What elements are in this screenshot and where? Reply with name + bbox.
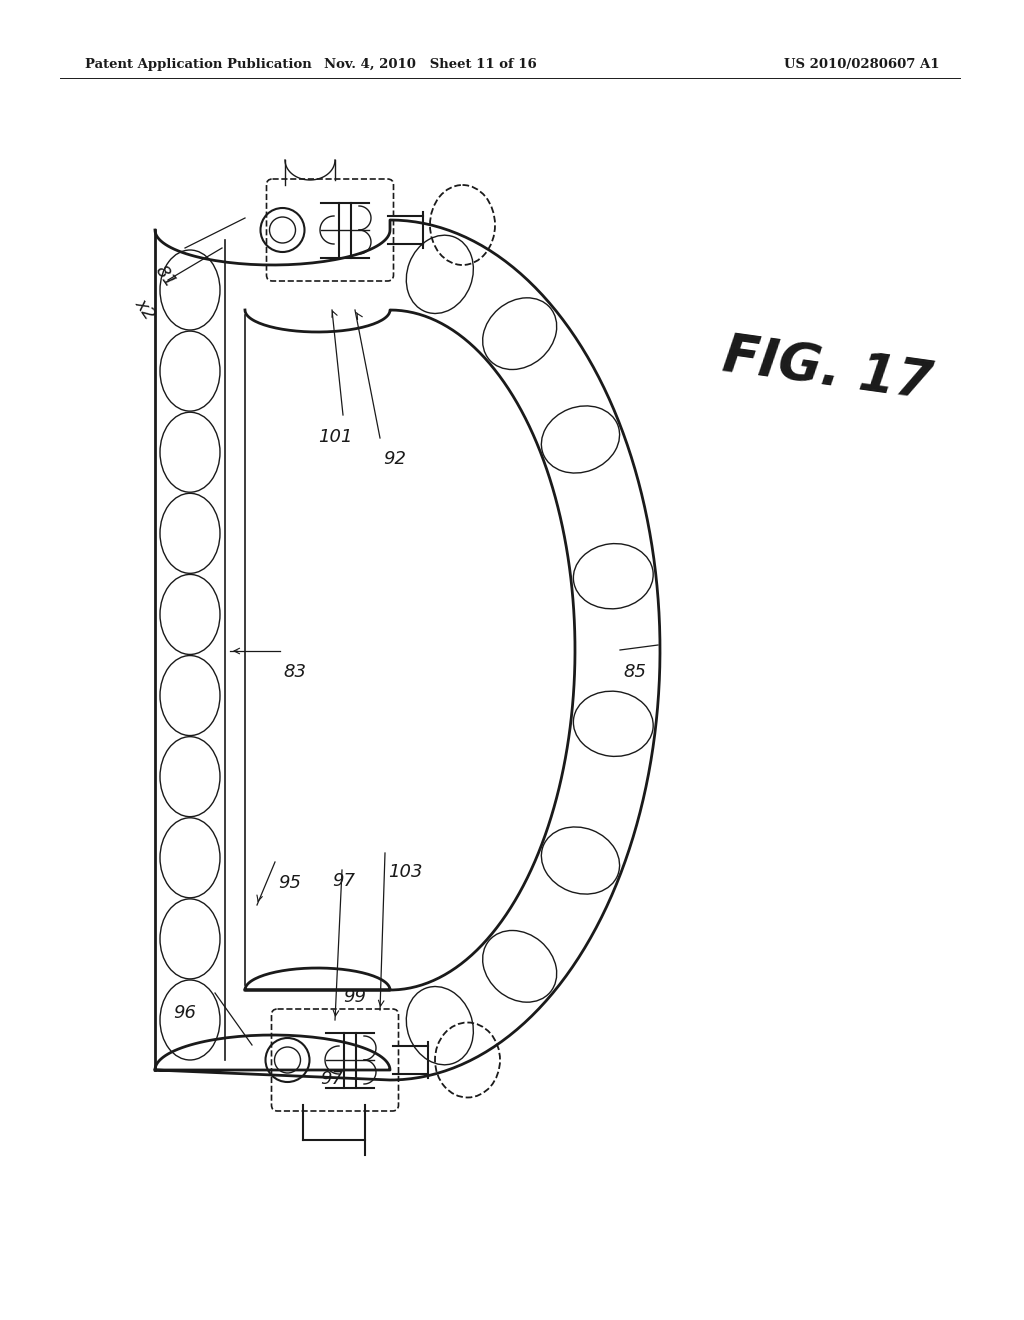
Text: 81: 81	[151, 261, 179, 292]
Text: 97: 97	[319, 1071, 343, 1088]
Text: 97: 97	[332, 873, 355, 890]
Text: 92: 92	[383, 450, 406, 469]
Text: 99: 99	[343, 987, 366, 1006]
Text: x2: x2	[131, 294, 159, 323]
Text: Patent Application Publication: Patent Application Publication	[85, 58, 311, 71]
Text: 95: 95	[278, 874, 301, 892]
Text: 101: 101	[318, 428, 352, 446]
Text: FIG. 17: FIG. 17	[720, 330, 936, 411]
Text: 85: 85	[623, 663, 646, 681]
Text: US 2010/0280607 A1: US 2010/0280607 A1	[784, 58, 940, 71]
Text: Nov. 4, 2010   Sheet 11 of 16: Nov. 4, 2010 Sheet 11 of 16	[324, 58, 537, 71]
Text: 96: 96	[173, 1005, 196, 1022]
Text: 103: 103	[388, 863, 423, 880]
Text: 83: 83	[283, 663, 306, 681]
